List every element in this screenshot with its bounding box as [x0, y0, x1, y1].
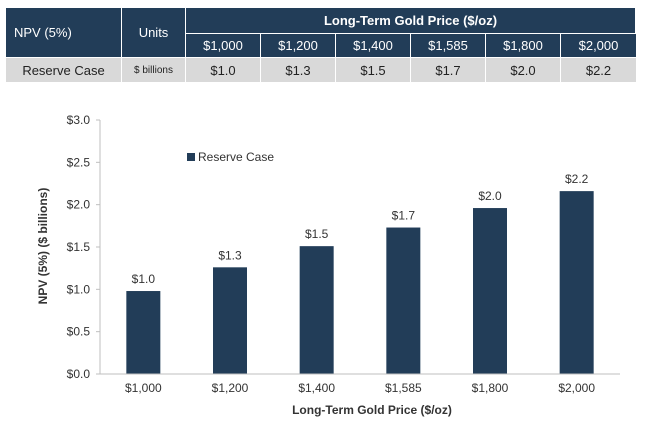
price-header: $1,585	[411, 34, 486, 58]
row-value: $1.7	[411, 58, 486, 82]
row-value: $1.3	[261, 58, 336, 82]
row-units: $ billions	[122, 58, 186, 82]
header-npv: NPV (5%)	[6, 8, 122, 58]
y-tick-label: $1.0	[67, 282, 91, 296]
bar	[473, 208, 507, 374]
row-label-reserve-case: Reserve Case	[6, 58, 122, 82]
price-header: $2,000	[561, 34, 636, 58]
legend-swatch	[187, 153, 195, 161]
x-tick-label: $1,585	[385, 381, 422, 395]
price-header: $1,400	[336, 34, 411, 58]
price-header: $1,200	[261, 34, 336, 58]
row-value: $2.0	[486, 58, 561, 82]
bar-data-label: $1.5	[305, 227, 329, 241]
row-value: $1.0	[186, 58, 261, 82]
bar-data-label: $1.7	[392, 209, 416, 223]
x-tick-label: $1,800	[472, 381, 509, 395]
y-tick-label: $0.0	[67, 367, 91, 381]
legend-label: Reserve Case	[198, 150, 274, 164]
bar-data-label: $1.0	[132, 272, 156, 286]
x-tick-label: $1,400	[298, 381, 335, 395]
y-tick-label: $1.5	[67, 240, 91, 254]
bar	[213, 267, 247, 374]
y-tick-label: $2.5	[67, 155, 91, 169]
header-gold-price: Long-Term Gold Price ($/oz)	[186, 8, 636, 34]
bar	[386, 227, 421, 374]
bar-data-label: $2.2	[565, 172, 589, 186]
bars: $1.0 $1.3 $1.5 $1.7 $2.0 $2.2	[126, 172, 594, 374]
bar	[299, 246, 334, 374]
price-header: $1,000	[186, 34, 261, 58]
y-tick-label: $0.5	[67, 325, 91, 339]
npv-table: NPV (5%) Units Long-Term Gold Price ($/o…	[6, 8, 636, 82]
bar	[126, 291, 161, 374]
y-axis: $0.0 $0.5 $1.0 $1.5 $2.0 $2.5 $3.0	[67, 113, 101, 381]
x-tick-label: $1,000	[125, 381, 162, 395]
row-value: $1.5	[336, 58, 411, 82]
x-tick-label: $2,000	[558, 381, 595, 395]
row-value: $2.2	[561, 58, 636, 82]
price-header: $1,800	[486, 34, 561, 58]
x-axis-title: Long-Term Gold Price ($/oz)	[292, 403, 452, 417]
y-tick-label: $2.0	[67, 198, 91, 212]
bar	[559, 191, 594, 374]
bar-data-label: $2.0	[478, 189, 502, 203]
x-axis: $1,000 $1,200 $1,400 $1,585 $1,800 $2,000	[100, 373, 620, 395]
y-axis-title: NPV (5%) ($ billions)	[36, 188, 50, 305]
y-tick-label: $3.0	[67, 113, 91, 127]
bar-data-label: $1.3	[218, 248, 242, 262]
x-tick-label: $1,200	[212, 381, 249, 395]
header-units: Units	[122, 8, 186, 58]
